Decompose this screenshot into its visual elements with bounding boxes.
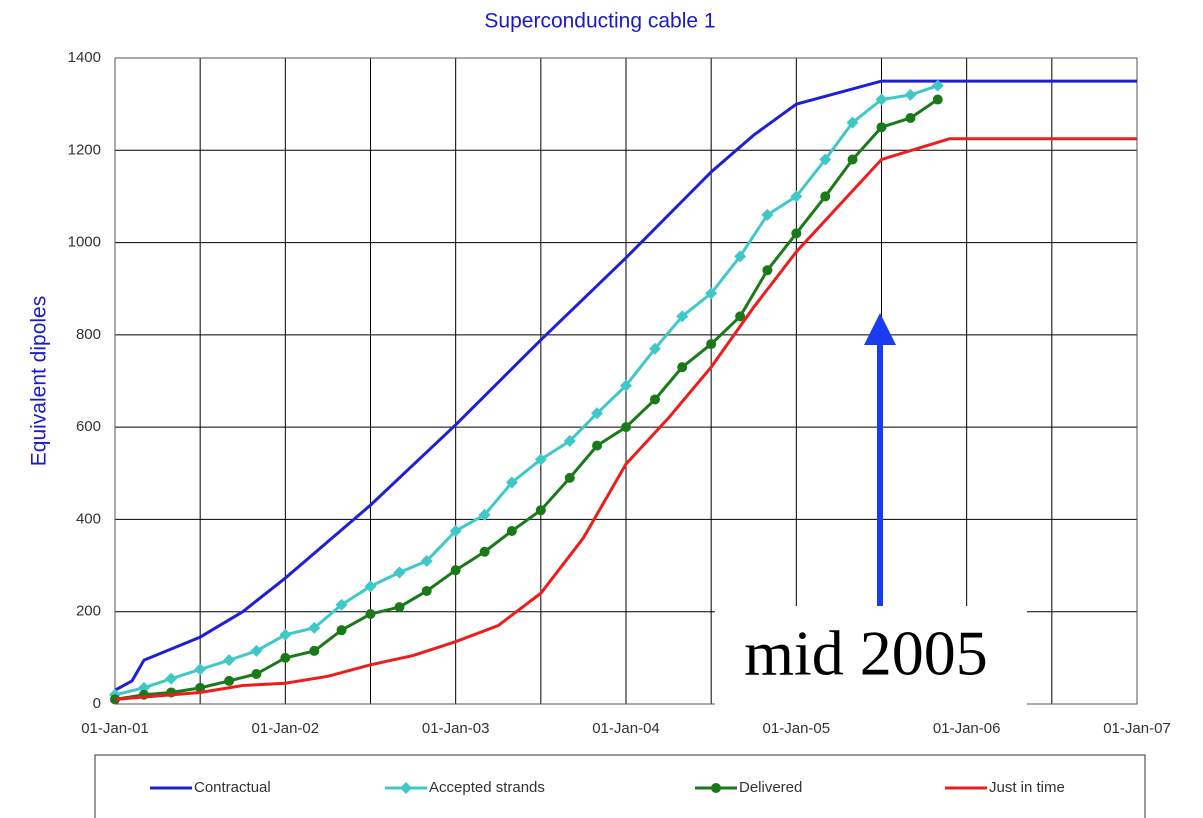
marker	[790, 190, 803, 203]
marker	[677, 362, 688, 373]
marker	[194, 663, 207, 676]
y-tick-label: 600	[76, 418, 101, 435]
marker	[761, 208, 774, 221]
y-tick-label: 400	[76, 510, 101, 527]
y-axis-label: Equivalent dipoles	[28, 296, 51, 466]
series-line	[114, 84, 939, 697]
marker	[932, 94, 943, 105]
marker	[875, 93, 888, 106]
annotation-box	[715, 606, 1027, 706]
marker	[250, 644, 263, 657]
marker	[735, 311, 746, 322]
marker	[820, 191, 831, 202]
marker	[711, 783, 721, 793]
series-line	[114, 79, 1137, 692]
legend-label: Just in time	[989, 779, 1065, 796]
series-line	[114, 137, 1137, 701]
marker	[535, 505, 546, 516]
x-tick-label: 01-Jan-05	[763, 720, 831, 737]
marker	[365, 609, 376, 620]
legend-label: Contractual	[194, 779, 271, 796]
x-tick-label: 01-Jan-06	[933, 720, 1001, 737]
x-tick-label: 01-Jan-07	[1103, 720, 1171, 737]
x-tick-label: 01-Jan-03	[422, 720, 490, 737]
marker	[847, 154, 858, 165]
marker	[400, 782, 412, 794]
marker	[762, 265, 773, 276]
plot-frame	[114, 57, 1138, 705]
marker	[846, 116, 859, 129]
y-tick-label: 1400	[68, 49, 101, 66]
x-tick-label: 01-Jan-04	[592, 720, 660, 737]
y-tick-label: 800	[76, 326, 101, 343]
marker	[279, 628, 292, 641]
marker	[876, 122, 887, 133]
marker	[931, 79, 944, 92]
y-tick-label: 200	[76, 603, 101, 620]
marker	[676, 310, 689, 323]
marker	[904, 88, 917, 101]
marker	[479, 546, 490, 557]
annotation: mid 2005	[744, 618, 988, 689]
arrow-head	[864, 313, 896, 345]
marker	[734, 250, 747, 263]
marker	[705, 287, 718, 300]
marker	[393, 566, 406, 579]
y-tick-label: 0	[93, 695, 101, 712]
marker	[621, 422, 631, 433]
y-tick-label: 1000	[68, 234, 101, 251]
marker	[450, 565, 461, 576]
x-tick-label: 01-Jan-02	[252, 720, 320, 737]
marker	[791, 228, 802, 239]
marker	[335, 598, 348, 611]
marker	[251, 669, 262, 680]
legend-label: Delivered	[739, 779, 802, 796]
marker	[506, 525, 517, 536]
marker	[421, 585, 432, 596]
marker	[591, 407, 604, 420]
marker	[563, 434, 576, 447]
y-tick-label: 1200	[68, 141, 101, 158]
marker	[394, 602, 405, 613]
marker	[336, 625, 347, 636]
marker	[648, 342, 661, 355]
marker	[280, 652, 291, 663]
marker	[706, 339, 717, 350]
marker	[224, 675, 235, 686]
marker	[195, 682, 206, 693]
chart-title: Superconducting cable 1	[484, 10, 715, 33]
marker	[649, 394, 660, 405]
marker	[309, 645, 320, 656]
marker	[364, 580, 377, 593]
marker	[592, 440, 603, 451]
x-tick-label: 01-Jan-01	[81, 720, 149, 737]
marker	[308, 621, 321, 634]
marker	[905, 112, 916, 123]
marker	[223, 654, 236, 667]
marker	[449, 524, 462, 537]
marker	[478, 508, 491, 521]
marker	[420, 554, 433, 567]
legend-label: Accepted strands	[429, 779, 545, 796]
marker	[564, 472, 575, 483]
marker	[819, 153, 832, 166]
marker	[165, 672, 178, 685]
marker	[534, 453, 547, 466]
marker	[505, 476, 518, 489]
marker	[620, 379, 632, 392]
